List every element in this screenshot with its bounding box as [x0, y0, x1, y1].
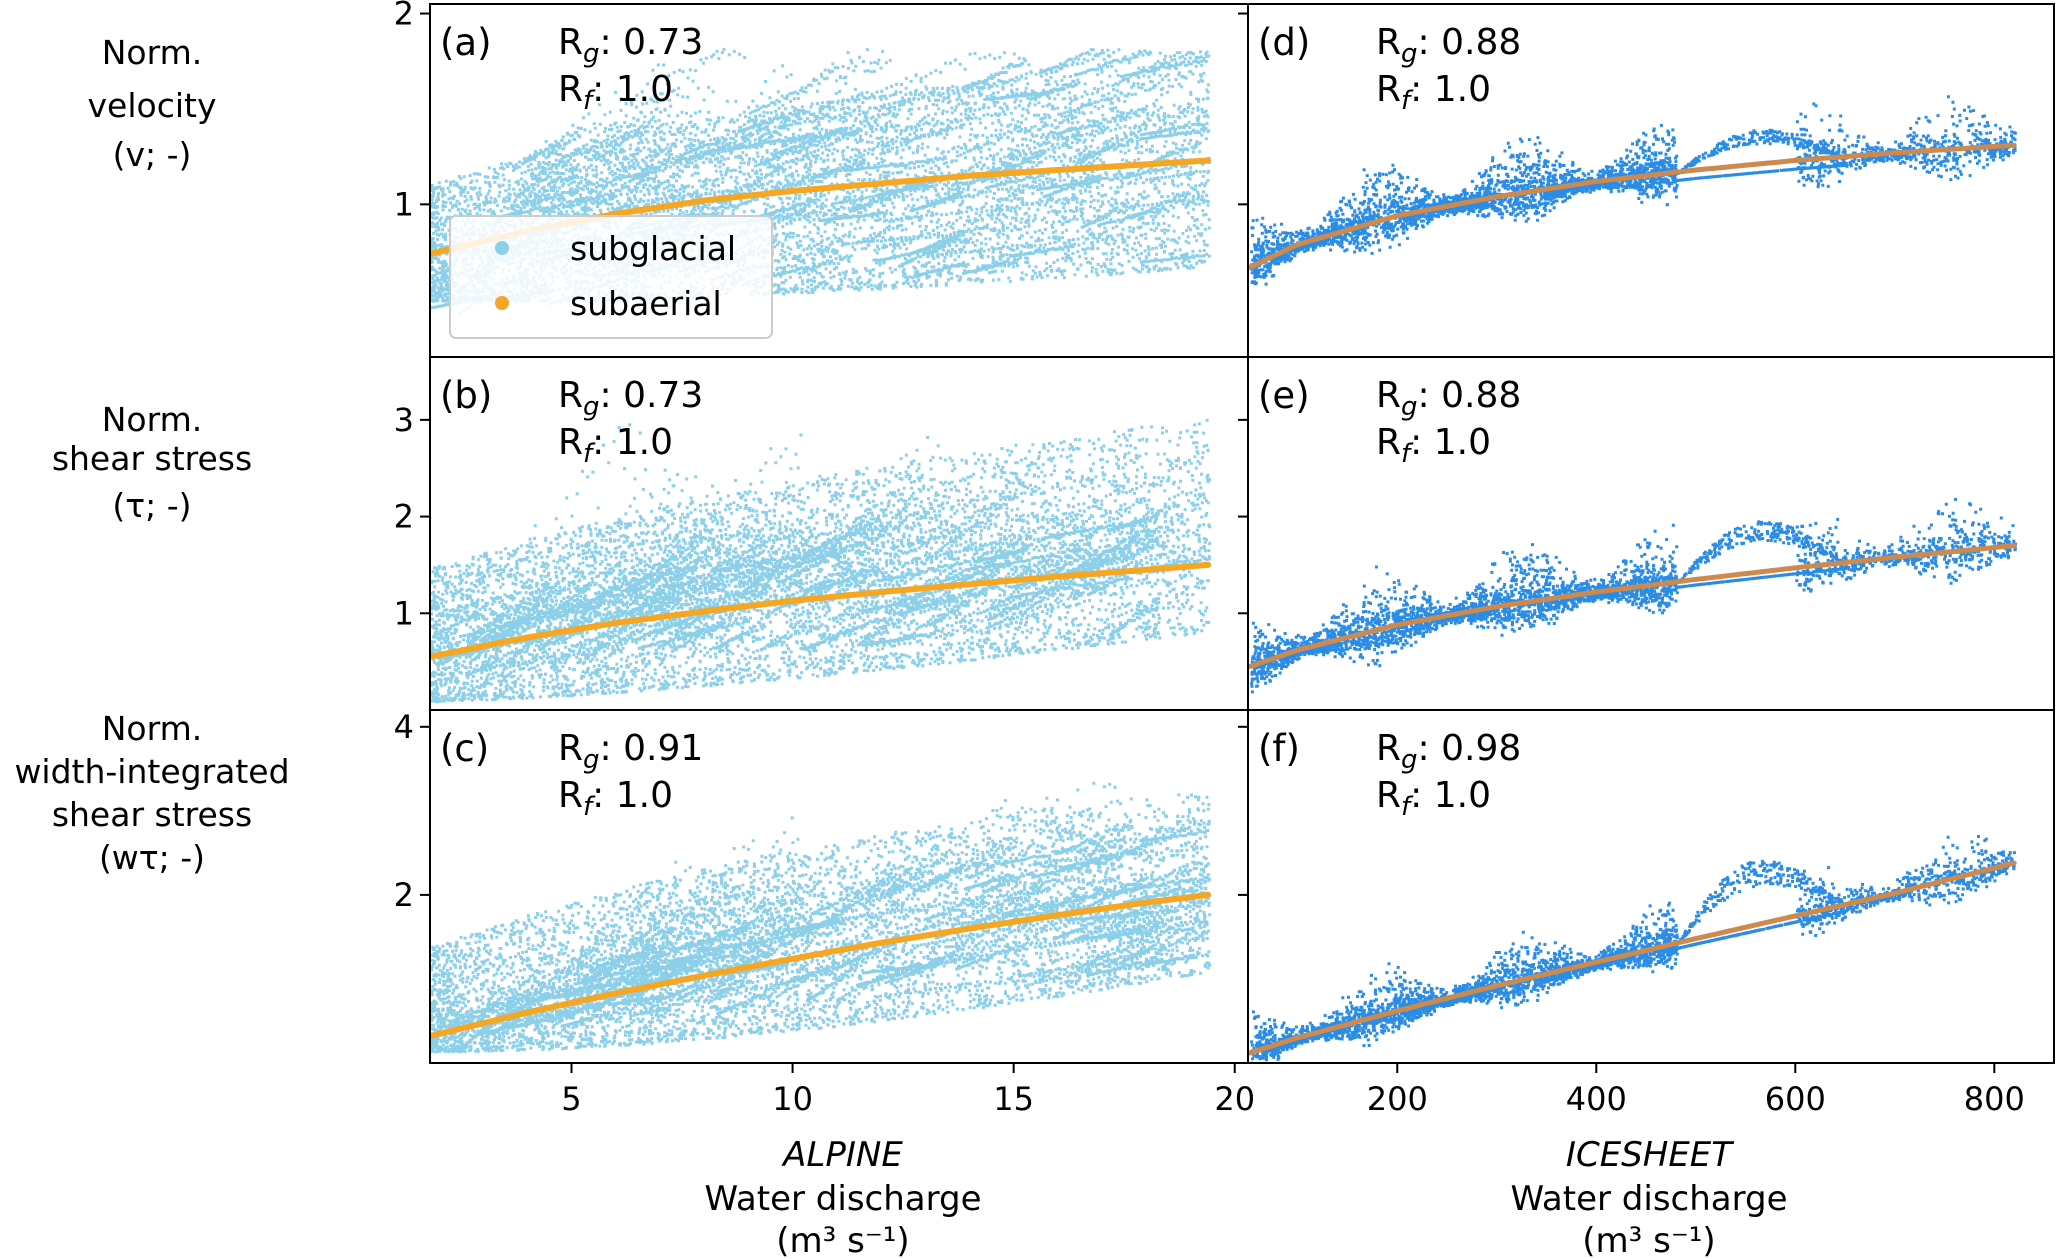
y-tick-label: 1 [394, 185, 414, 223]
panel-letter: (e) [1258, 374, 1310, 417]
x-domain-label: ICESHEET [1566, 1135, 1734, 1175]
row-label-line: width-integrated [14, 752, 289, 791]
legend-label: subaerial [570, 284, 722, 323]
x-tick-label: 800 [1964, 1080, 2025, 1118]
x-tick-label: 15 [993, 1080, 1034, 1118]
panel-stat: Rg: 0.91 [558, 728, 703, 775]
subglacial-points [1250, 835, 2016, 1063]
panel-stat: Rg: 0.73 [558, 375, 703, 422]
subglacial-points [430, 781, 1212, 1054]
subglacial-cloud [1250, 95, 2017, 286]
panel-stat: Rg: 0.73 [558, 22, 703, 69]
row-label-line: (τ; -) [112, 486, 191, 525]
row-label-line: Norm. [102, 400, 203, 439]
subglacial-cloud [1250, 497, 2018, 694]
y-tick-label: 2 [394, 498, 414, 536]
panel-stat: Rg: 0.88 [1376, 375, 1521, 422]
panel-stat: Rg: 0.88 [1376, 22, 1521, 69]
y-tick-label: 4 [394, 708, 414, 746]
subaerial-line [1248, 860, 2017, 1056]
panel-stat: Rg: 0.98 [1376, 728, 1521, 775]
subglacial-cloud [430, 781, 1212, 1054]
legend-label: subglacial [570, 229, 736, 268]
plot-area [430, 418, 1212, 704]
x-axis-units: (m³ s⁻¹) [776, 1221, 909, 1259]
x-tick-label: 200 [1367, 1080, 1428, 1118]
x-axis-units: (m³ s⁻¹) [1582, 1221, 1715, 1259]
panel-letter: (c) [440, 727, 489, 770]
row-label-line: shear stress [52, 795, 252, 834]
subglacial-points [1250, 497, 2018, 694]
panel-stat: Rf: 1.0 [558, 422, 673, 469]
subaerial-line [1248, 142, 2017, 270]
x-tick-label: 400 [1566, 1080, 1627, 1118]
plot-area [430, 781, 1212, 1054]
x-tick-label: 600 [1765, 1080, 1826, 1118]
panel-letter: (a) [440, 21, 492, 64]
panel-letter: (f) [1258, 727, 1300, 770]
subaerial-line [430, 891, 1212, 1040]
y-tick-label: 2 [394, 0, 414, 33]
row-label-line: Norm. [102, 33, 203, 72]
legend: subglacial subaerial [449, 215, 773, 339]
subglacial-points [430, 418, 1212, 704]
panel-stat: Rf: 1.0 [558, 69, 673, 116]
panel-stat: Rf: 1.0 [1376, 69, 1491, 116]
panel-stat: Rf: 1.0 [558, 775, 673, 822]
x-tick-label: 20 [1214, 1080, 1255, 1118]
plot-area [1248, 835, 2017, 1063]
panel-letter: (b) [440, 374, 492, 417]
x-axis-label: Water discharge [1510, 1179, 1787, 1219]
x-tick-label: 10 [772, 1080, 813, 1118]
plot-area [1248, 497, 2018, 694]
row-label-line: velocity [88, 86, 217, 125]
panel-letter: (d) [1258, 21, 1310, 64]
panel-frame [1247, 709, 2055, 1064]
y-tick-label: 1 [394, 594, 414, 632]
row-label-line: (wτ; -) [99, 838, 205, 877]
x-domain-label: ALPINE [781, 1135, 903, 1175]
legend-marker [495, 241, 509, 255]
y-tick-label: 2 [394, 876, 414, 914]
legend-marker [495, 296, 509, 310]
row-label-line: (v; -) [113, 135, 192, 174]
legend-box [449, 215, 773, 339]
row-label-line: Norm. [102, 709, 203, 748]
subglacial-cloud [430, 418, 1212, 704]
subaerial-line [430, 561, 1212, 660]
subglacial-cloud [1250, 835, 2016, 1063]
panel-stat: Rf: 1.0 [1376, 422, 1491, 469]
panel-frame [1247, 356, 2055, 711]
x-axis-label: Water discharge [704, 1179, 981, 1219]
subaerial-line [1248, 543, 2017, 669]
y-tick-label: 3 [394, 401, 414, 439]
plot-area [1248, 95, 2017, 286]
x-tick-label: 5 [561, 1080, 581, 1118]
row-label-line: shear stress [52, 439, 252, 478]
panel-stat: Rf: 1.0 [1376, 775, 1491, 822]
subglacial-points [1250, 95, 2017, 286]
